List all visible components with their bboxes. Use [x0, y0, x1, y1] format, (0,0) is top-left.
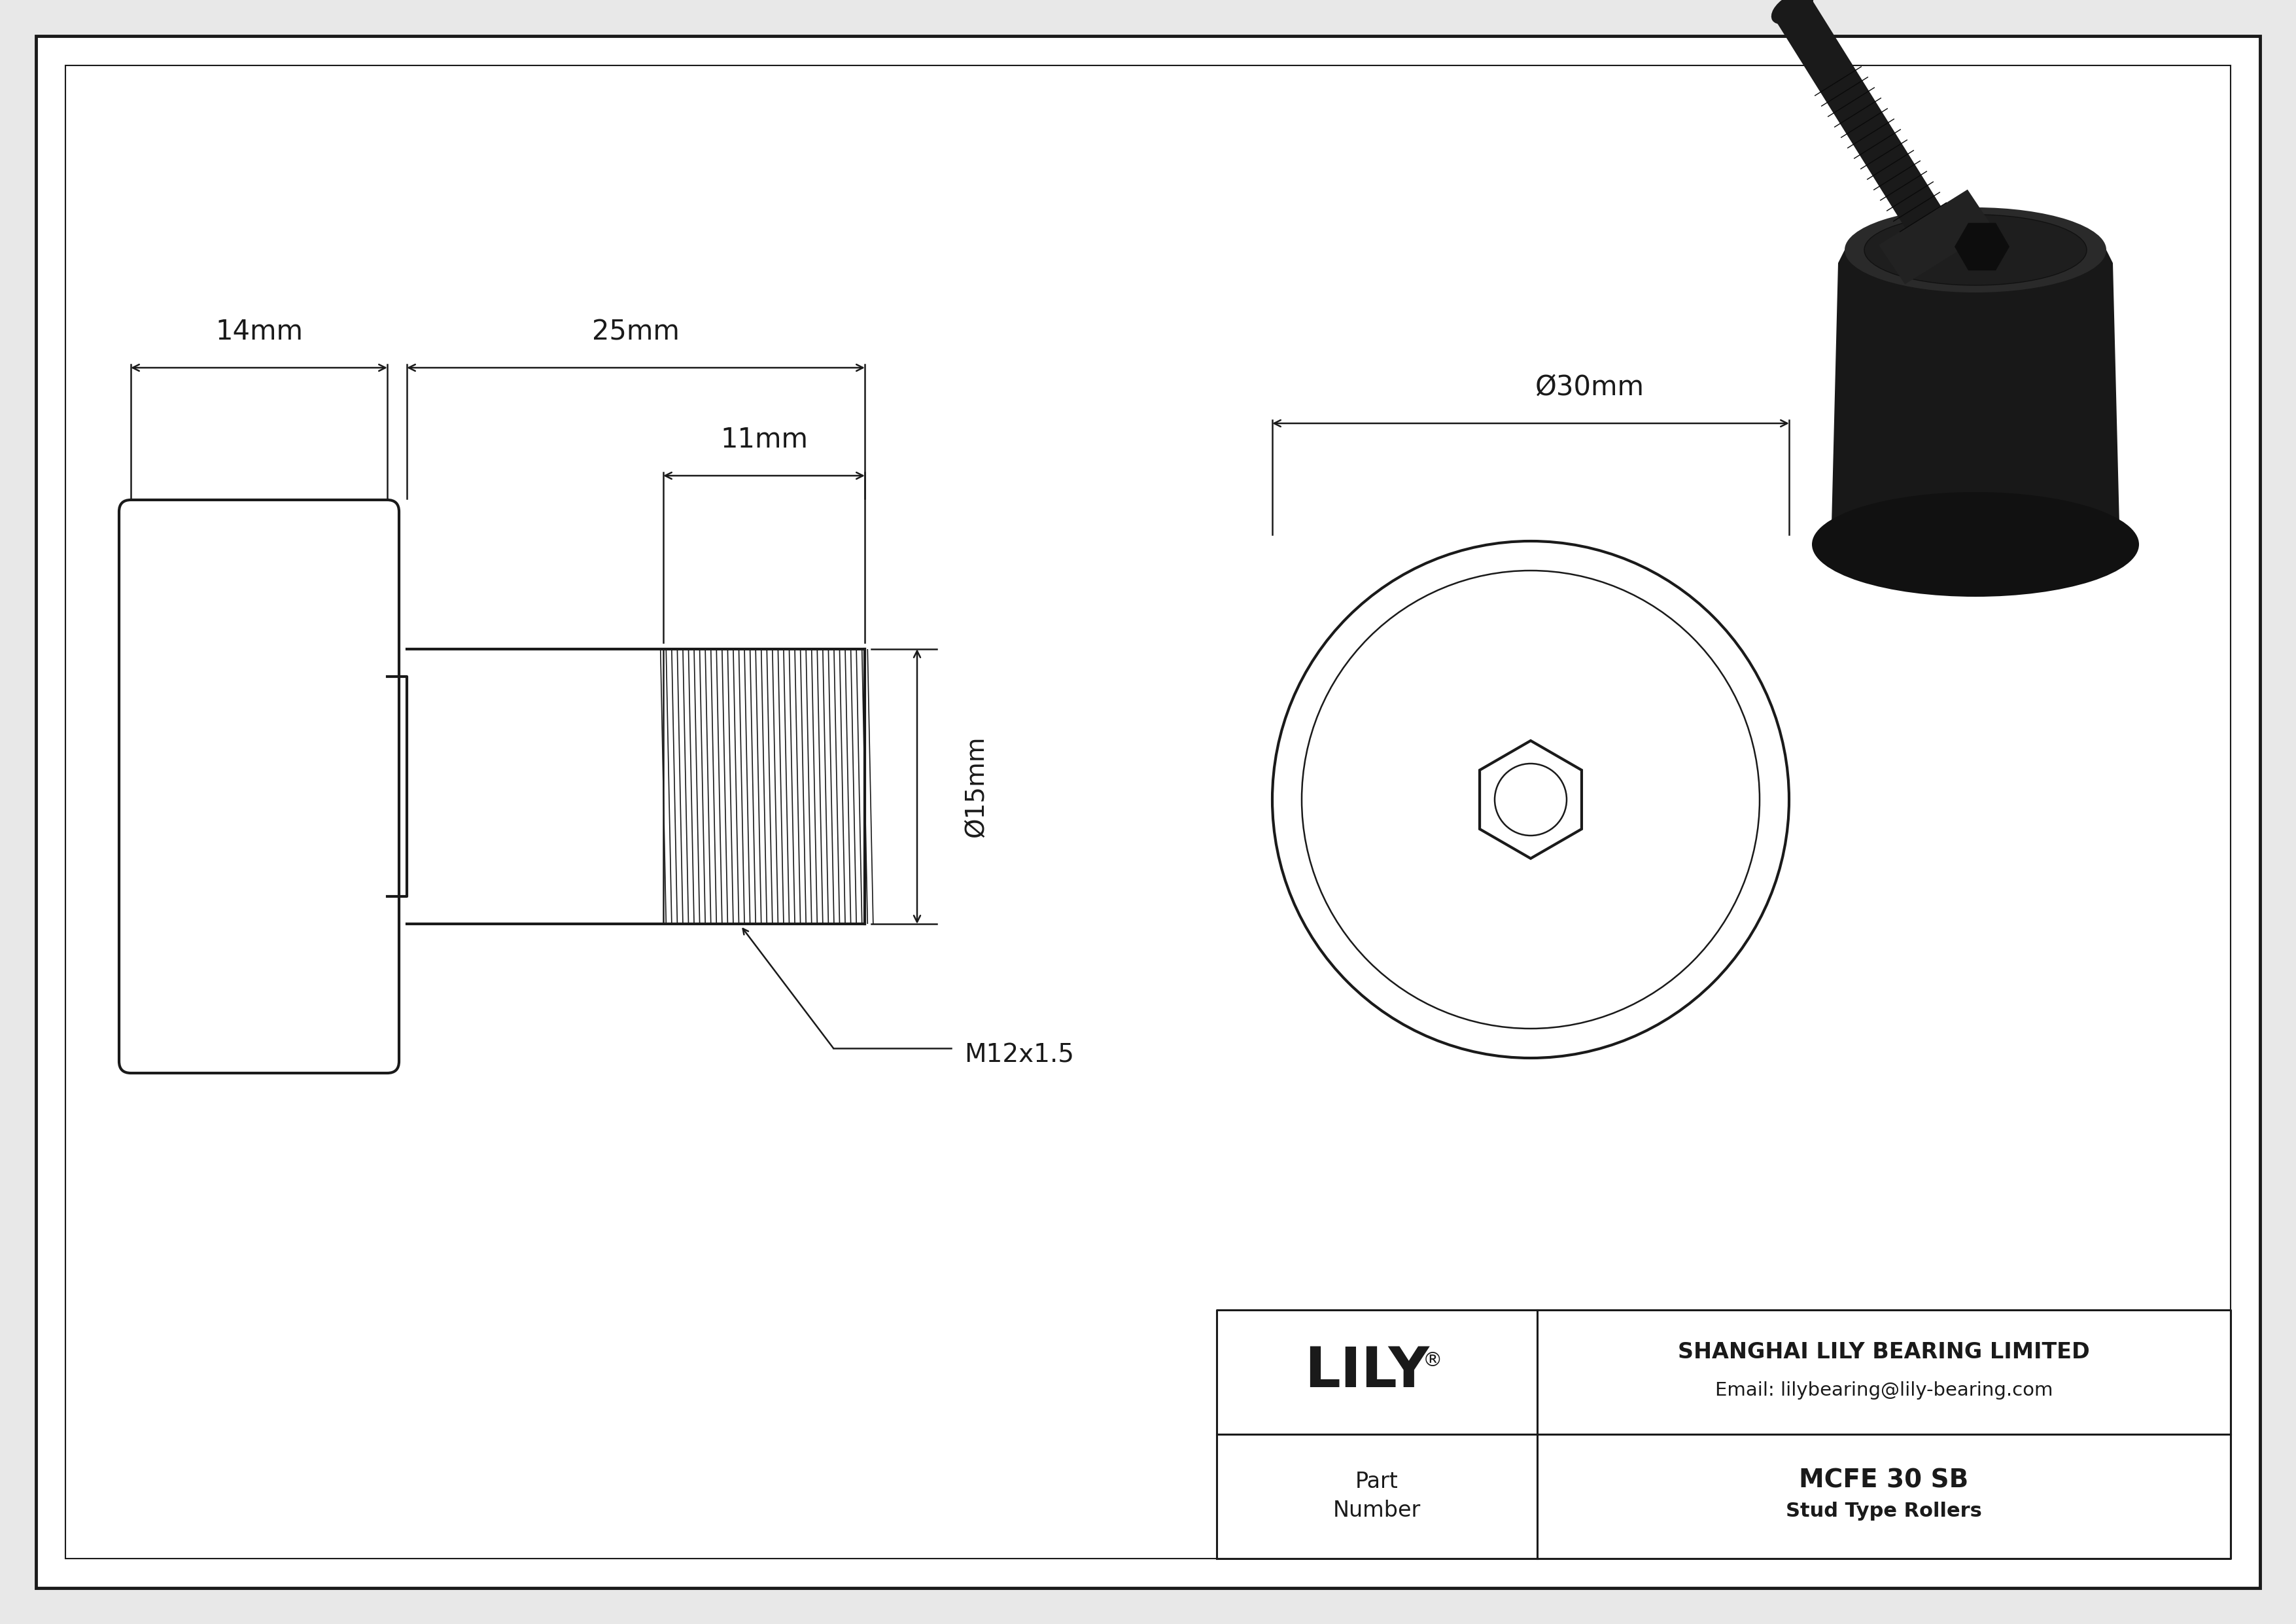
Text: Part: Part [1355, 1471, 1398, 1492]
Text: ®: ® [1424, 1351, 1442, 1369]
Text: LILY: LILY [1304, 1345, 1430, 1400]
Text: Stud Type Rollers: Stud Type Rollers [1786, 1501, 1981, 1520]
Polygon shape [1775, 0, 1940, 229]
Ellipse shape [1770, 0, 1814, 24]
Ellipse shape [1812, 492, 2140, 596]
Circle shape [1272, 541, 1789, 1057]
Polygon shape [1812, 250, 2140, 544]
Ellipse shape [1864, 214, 2087, 286]
Text: Ø30mm: Ø30mm [1536, 374, 1644, 401]
FancyBboxPatch shape [119, 500, 400, 1073]
Text: 11mm: 11mm [721, 425, 808, 453]
Text: MCFE 30 SB: MCFE 30 SB [1800, 1468, 1968, 1492]
Text: Ø15mm: Ø15mm [964, 736, 987, 838]
Circle shape [1495, 763, 1566, 836]
Text: 25mm: 25mm [592, 318, 680, 346]
Ellipse shape [1844, 208, 2105, 292]
Text: M12x1.5: M12x1.5 [964, 1043, 1075, 1067]
Text: Number: Number [1334, 1501, 1421, 1522]
Text: SHANGHAI LILY BEARING LIMITED: SHANGHAI LILY BEARING LIMITED [1678, 1341, 2089, 1363]
Text: 14mm: 14mm [216, 318, 303, 346]
Polygon shape [1878, 190, 1993, 284]
Text: Email: lilybearing@lily-bearing.com: Email: lilybearing@lily-bearing.com [1715, 1382, 2053, 1400]
